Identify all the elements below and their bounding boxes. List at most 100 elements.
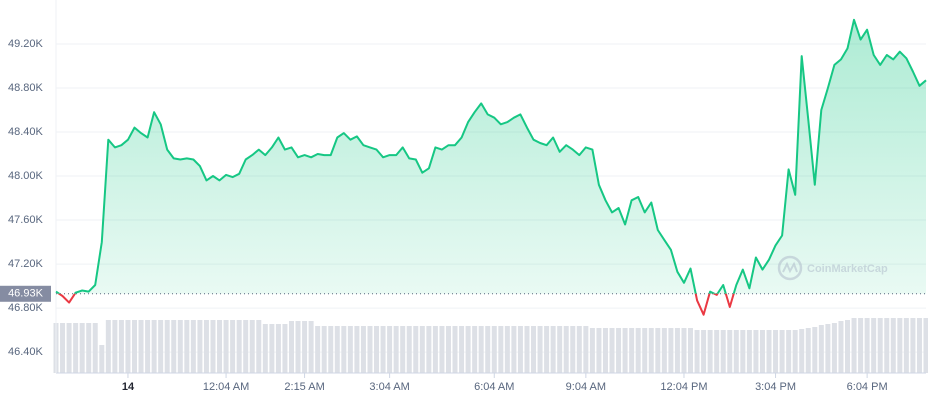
volume-bar [321,326,327,373]
volume-bar [858,318,864,373]
x-tick-label: 6:04 AM [474,381,514,393]
volume-bar [308,321,314,373]
volume-bar [557,326,563,373]
volume-bar [681,328,687,373]
y-tick-label: 47.60K [8,214,44,226]
volume-bar [360,326,366,373]
volume-bar [805,328,811,373]
volume-bar [923,318,928,373]
watermark-logo-wave [782,261,798,274]
volume-bar [733,330,739,373]
volume-bar [897,318,903,373]
x-tick-label: 3:04 PM [755,381,796,393]
volume-bar [661,328,667,373]
volume-bar [491,326,497,373]
volume-bar [779,330,785,373]
volume-bar [701,330,707,373]
volume-bar [131,320,137,373]
volume-bar [203,320,209,373]
volume-bar [158,320,164,373]
x-tick-label: 12:04 PM [660,381,707,393]
volume-bar [465,326,471,373]
volume-bar [812,327,818,373]
volume-bar [334,326,340,373]
x-tick-label: 2:15 AM [284,381,324,393]
x-tick-label: 6:04 PM [847,381,888,393]
volume-bar [890,318,896,373]
volume-bar [498,326,504,373]
volume-bar [583,326,589,373]
volume-bar [563,326,569,373]
volume-bar [190,320,196,373]
volume-bar [589,328,595,373]
volume-bar [171,320,177,373]
volume-bar [151,320,157,373]
volume-bar [367,326,373,373]
volume-bar [845,320,851,373]
volume-bar [746,330,752,373]
y-tick-label: 46.40K [8,346,44,358]
volume-bar [864,318,870,373]
volume-bar [197,320,203,373]
volume-bar [740,330,746,373]
volume-bar [576,326,582,373]
volume-bar [223,320,229,373]
volume-bar [105,320,111,373]
volume-bar [602,328,608,373]
volume-bar [871,318,877,373]
volume-bar [439,326,445,373]
volume-bar [236,320,242,373]
volume-bar [537,326,543,373]
volume-bar [766,330,772,373]
volume-bar [400,326,406,373]
volume-bar [838,321,844,373]
reference-label-box [0,285,51,302]
volume-bar [531,326,537,373]
y-tick-label: 48.80K [8,82,44,94]
volume-bar [73,323,79,373]
volume-bar [184,320,190,373]
volume-bar [642,328,648,373]
volume-bar [485,326,491,373]
volume-bar [112,320,118,373]
volume-bar [256,320,262,373]
volume-bar [517,326,523,373]
volume-bar [720,330,726,373]
volume-bar [406,326,412,373]
volume-bar [125,320,131,373]
volume-bar [347,326,353,373]
volume-bar [831,323,837,373]
volume-bar [648,328,654,373]
volume-bar [616,328,622,373]
volume-bar [262,324,268,373]
volume-bar [79,323,85,373]
volume-bar [445,326,451,373]
volume-bar [511,326,517,373]
volume-bar [884,318,890,373]
volume-bar [478,326,484,373]
x-tick-label: 9:04 AM [566,381,606,393]
y-tick-label: 48.40K [8,126,44,138]
volume-bar [688,328,694,373]
volume-bar [275,324,281,373]
volume-bar [799,329,805,373]
volume-bar [387,326,393,373]
volume-bar [635,328,641,373]
y-tick-label: 49.20K [8,38,44,50]
volume-bar [694,330,700,373]
price-area [56,19,926,294]
volume-bar [668,328,674,373]
volume-bar [786,330,792,373]
y-tick-label: 48.00K [8,170,44,182]
volume-bar [341,326,347,373]
volume-bar [295,321,301,373]
x-tick-label: 3:04 AM [369,381,409,393]
y-tick-label: 46.80K [8,302,44,314]
volume-bar [544,326,550,373]
volume-bar [230,320,236,373]
volume-bar [426,326,432,373]
volume-bar [459,326,465,373]
volume-bar [302,321,308,373]
